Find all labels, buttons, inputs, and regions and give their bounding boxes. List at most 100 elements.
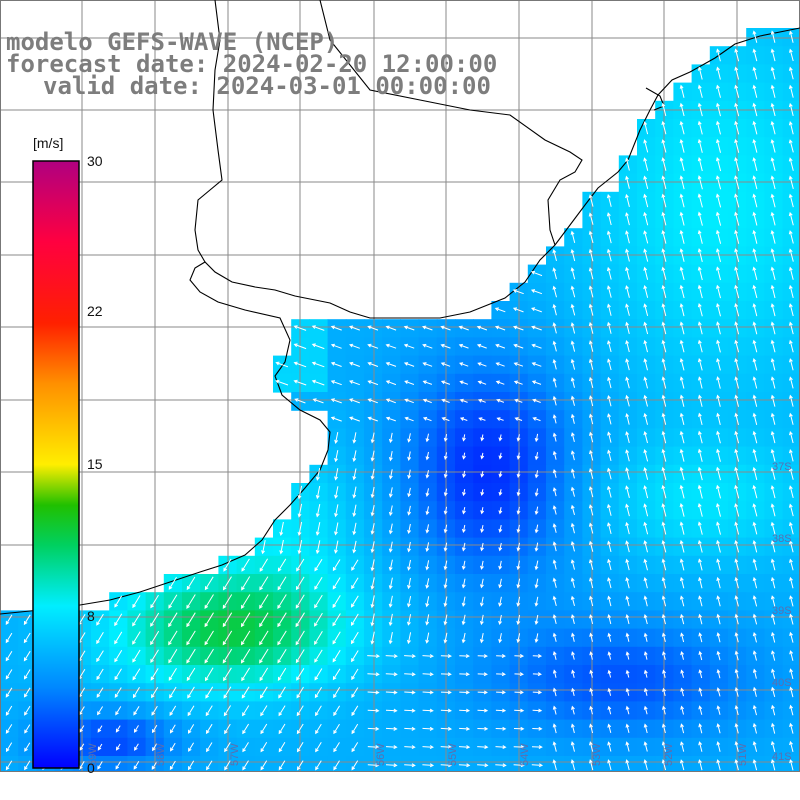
- wind-arrow: [315, 760, 322, 771]
- wind-arrow: [570, 595, 575, 607]
- wind-arrow: [697, 539, 703, 553]
- wind-arrow: [661, 303, 667, 317]
- wind-arrow: [752, 686, 757, 697]
- wind-arrow: [552, 541, 557, 552]
- wind-arrow: [734, 595, 739, 607]
- wind-arrow: [516, 633, 521, 644]
- wind-arrow: [241, 667, 251, 682]
- wind-arrow: [205, 705, 213, 717]
- wind-arrow: [513, 380, 523, 385]
- wind-arrow: [770, 485, 776, 499]
- wind-arrow: [570, 450, 575, 461]
- wind-arrow: [589, 577, 594, 589]
- wind-arrow: [625, 412, 630, 425]
- wind-arrow: [771, 631, 776, 643]
- wind-arrow: [295, 576, 305, 591]
- wind-arrow: [589, 431, 594, 443]
- country-border-brazil: [319, 0, 583, 246]
- wind-arrow: [425, 578, 430, 589]
- wind-arrow: [734, 722, 739, 734]
- wind-arrow: [788, 66, 794, 80]
- wind-arrow: [295, 649, 305, 664]
- wind-arrow: [716, 302, 721, 317]
- wind-arrow: [333, 687, 341, 699]
- wind-arrow: [752, 558, 758, 571]
- wind-arrow: [770, 193, 776, 208]
- wind-arrow: [661, 157, 667, 171]
- wind-cell: [418, 756, 438, 772]
- wind-arrow: [459, 654, 470, 658]
- wind-arrow: [385, 654, 398, 659]
- lat-label-37s: 37S: [772, 461, 792, 473]
- country-border-uruguay: [194, 0, 223, 263]
- wind-arrow: [643, 230, 649, 244]
- wind-arrow: [771, 722, 776, 734]
- wind-arrow: [588, 303, 594, 316]
- wind-arrow: [716, 376, 721, 389]
- wind-arrow: [625, 558, 630, 571]
- wind-arrow: [532, 672, 542, 677]
- wind-arrow: [295, 612, 305, 628]
- wind-arrow: [752, 632, 757, 643]
- wind-arrow: [115, 725, 121, 733]
- wind-arrow: [734, 484, 740, 499]
- wind-arrow: [625, 266, 630, 280]
- wind-arrow: [662, 687, 666, 697]
- wind-arrow: [643, 339, 648, 353]
- wind-arrow: [661, 339, 667, 353]
- wind-arrow: [132, 613, 141, 627]
- wind-arrow: [679, 394, 685, 407]
- wind-arrow: [661, 521, 667, 535]
- wind-arrow: [512, 307, 524, 313]
- wind-arrow: [679, 539, 685, 553]
- wind-arrow: [661, 759, 667, 771]
- axis-labels: 37S 38S 39S 40S 41S 59W 58W 57W 56W 55W …: [87, 461, 792, 766]
- wind-arrow: [277, 630, 287, 646]
- wind-arrow: [697, 156, 703, 172]
- wind-arrow: [458, 745, 471, 749]
- wind-arrow: [477, 745, 489, 749]
- wind-arrow: [752, 759, 758, 771]
- wind-arrow: [589, 413, 594, 425]
- wind-arrow: [530, 289, 543, 295]
- wind-arrow: [788, 211, 794, 226]
- wind-arrow: [643, 193, 649, 208]
- wind-arrow: [570, 468, 575, 479]
- wind-arrow: [643, 139, 649, 153]
- lon-label-58w: 58W: [155, 743, 167, 766]
- wind-arrow: [698, 394, 703, 407]
- wind-arrow: [606, 212, 612, 226]
- wind-speed-field: [0, 28, 800, 772]
- wind-arrow: [352, 432, 357, 444]
- wind-arrow: [531, 763, 544, 768]
- wind-arrow: [514, 398, 523, 403]
- wind-arrow: [661, 741, 666, 752]
- wind-arrow: [187, 705, 195, 717]
- wind-arrow: [462, 506, 466, 515]
- wind-arrow: [311, 379, 325, 386]
- wind-arrow: [367, 745, 380, 750]
- wind-arrow: [716, 595, 721, 607]
- wind-arrow: [480, 542, 484, 552]
- wind-arrow: [293, 379, 307, 386]
- wind-arrow: [752, 595, 758, 607]
- wind-arrow: [679, 558, 685, 571]
- wind-arrow: [734, 704, 739, 716]
- wind-arrow: [349, 398, 360, 404]
- wind-arrow: [407, 469, 412, 480]
- wind-arrow: [679, 466, 685, 481]
- wind-arrow: [770, 521, 776, 535]
- wind-arrow: [404, 726, 416, 731]
- wind-arrow: [425, 451, 430, 461]
- wind-arrow: [589, 395, 594, 407]
- wind-arrow: [169, 686, 177, 699]
- wind-arrow: [334, 486, 339, 499]
- wind-cell: [709, 756, 729, 772]
- wind-arrow: [532, 690, 543, 695]
- wind-arrow: [552, 559, 557, 570]
- wind-arrow: [607, 705, 612, 715]
- wind-arrow: [459, 672, 470, 677]
- wind-arrow: [770, 284, 776, 299]
- wind-arrow: [277, 558, 287, 572]
- wind-arrow: [186, 648, 196, 664]
